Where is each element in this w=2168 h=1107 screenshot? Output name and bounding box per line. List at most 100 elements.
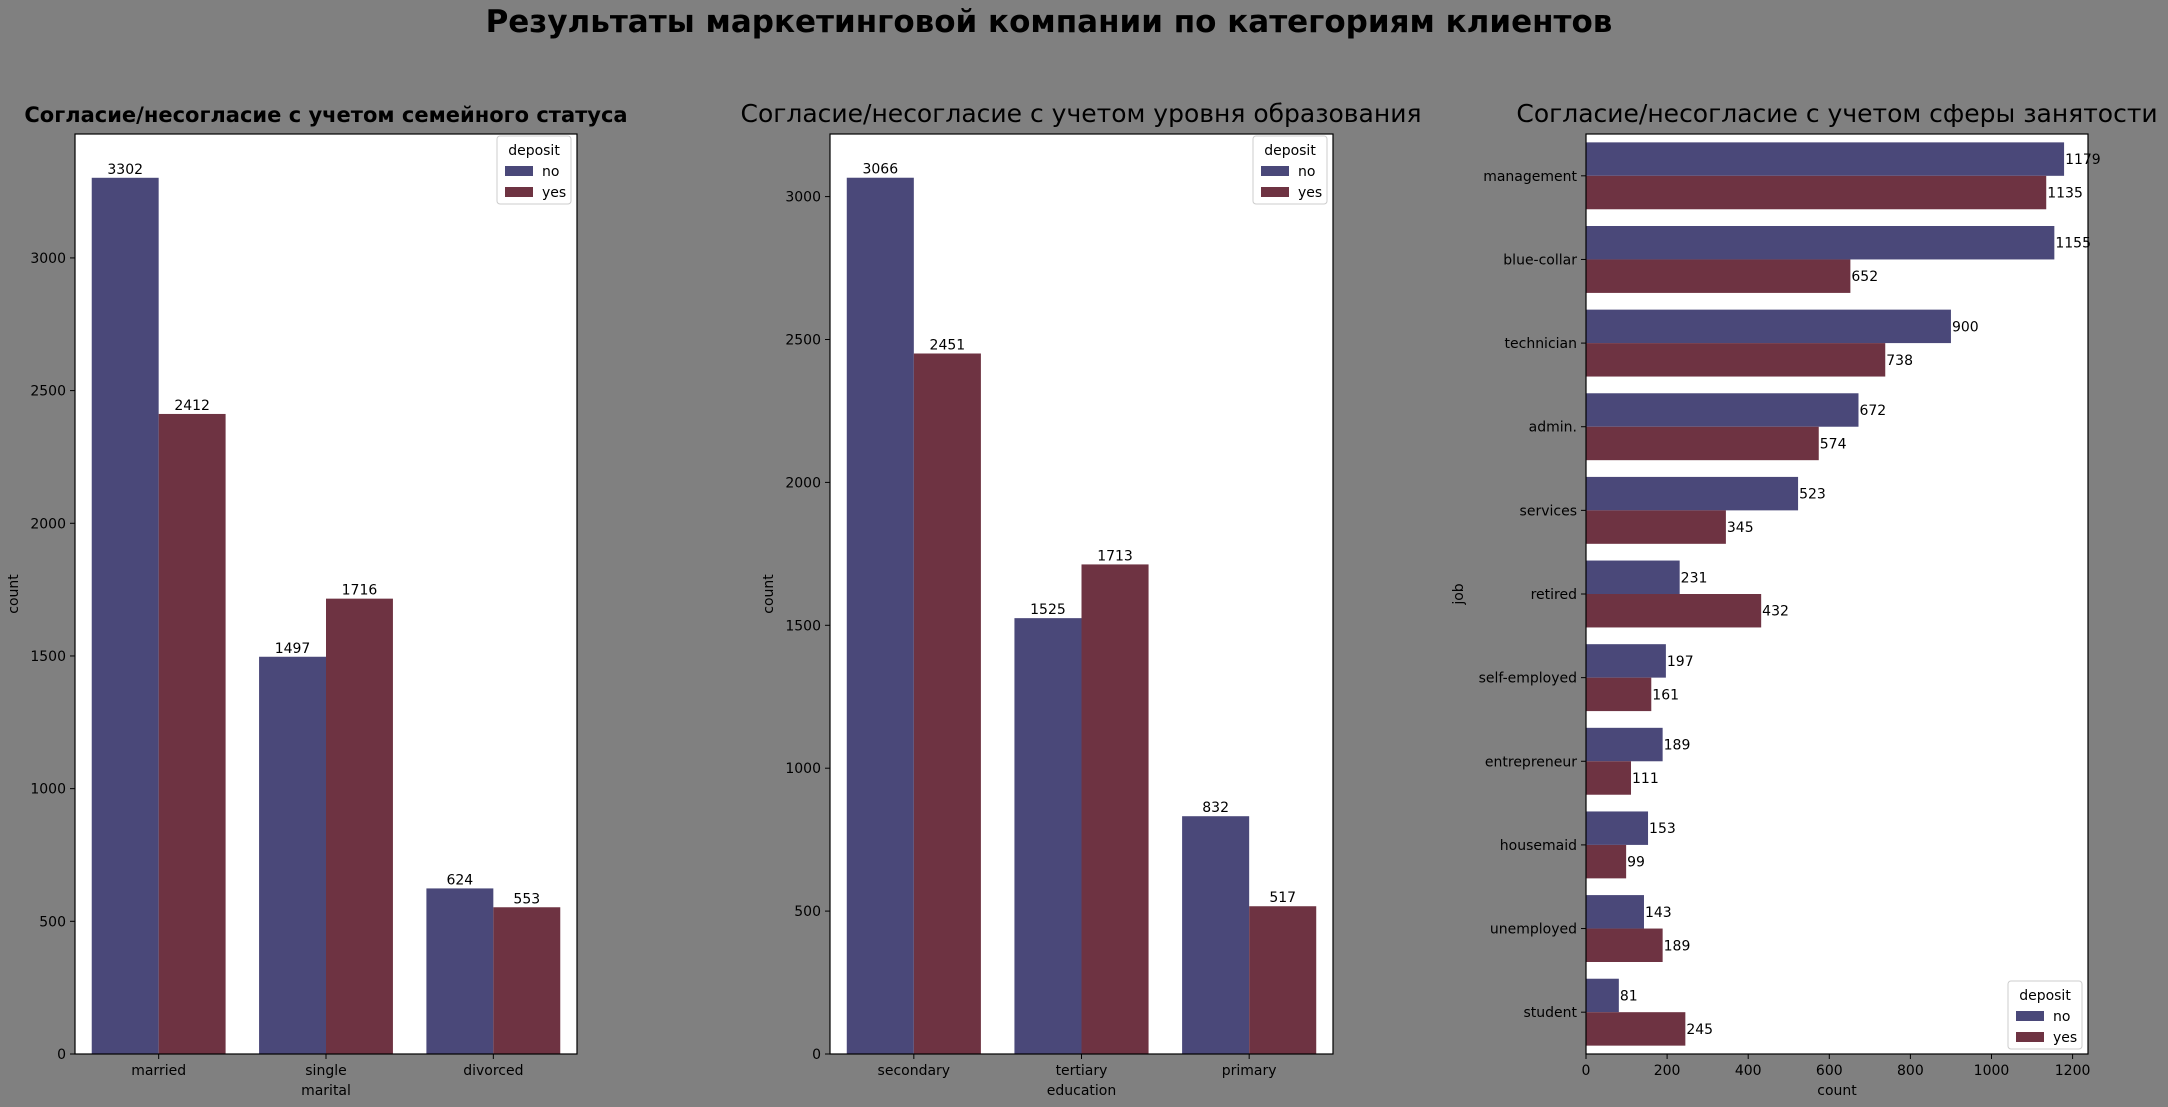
- chart-3: Согласие/несогласие с учетом сферы занят…: [1451, 99, 2158, 1099]
- bar-admin.-no: [1586, 393, 1859, 427]
- y-tick-label-technician: technician: [1505, 336, 1577, 352]
- y-tick-label-admin.: admin.: [1529, 420, 1577, 436]
- bar-tertiary-yes: [1081, 564, 1149, 1054]
- bar-entrepreneur-no: [1586, 727, 1663, 762]
- chart-title: Согласие/несогласие с учетом сферы занят…: [1516, 99, 2157, 128]
- bar-secondary-no: [846, 177, 914, 1055]
- data-label-admin.-yes: 574: [1820, 436, 1847, 452]
- y-tick-label-0: 0: [57, 1047, 66, 1063]
- data-label-management-yes: 1135: [2047, 186, 2083, 202]
- bar-unemployed-no: [1586, 895, 1644, 929]
- chart-1: Согласие/несогласие с учетом семейного с…: [6, 103, 628, 1099]
- figure-suptitle: Результаты маркетинговой компании по кат…: [486, 4, 1613, 40]
- bar-student-no: [1586, 978, 1619, 1013]
- bar-management-no: [1586, 142, 2065, 176]
- x-tick-label-1200: 1200: [2055, 1063, 2091, 1079]
- bar-single-yes: [326, 598, 393, 1054]
- bar-tertiary-no: [1014, 618, 1082, 1054]
- x-tick-label-secondary: secondary: [878, 1063, 951, 1079]
- x-tick-label-tertiary: tertiary: [1056, 1063, 1108, 1079]
- legend-label-no: no: [2053, 1009, 2070, 1025]
- bar-services-no: [1586, 476, 1799, 511]
- y-tick-label-self-employed: self-employed: [1479, 671, 1577, 687]
- data-label-single-yes: 1716: [342, 583, 378, 599]
- x-axis-label: count: [1817, 1083, 1857, 1099]
- data-label-student-no: 81: [1620, 988, 1638, 1004]
- bar-retired-yes: [1586, 594, 1762, 628]
- x-axis-label: marital: [301, 1083, 351, 1099]
- legend-swatch-yes: [505, 187, 533, 197]
- chart-2: Согласие/несогласие с учетом уровня обра…: [740, 99, 1421, 1099]
- data-label-retired-no: 231: [1681, 570, 1708, 586]
- bar-housemaid-no: [1586, 811, 1649, 845]
- axes-frame: [1585, 133, 2089, 1055]
- legend-title: deposit: [2019, 988, 2071, 1004]
- legend-label-yes: yes: [1298, 185, 1322, 201]
- y-tick-label-2000: 2000: [785, 475, 821, 491]
- bar-divorced-yes: [493, 907, 561, 1054]
- data-label-tertiary-no: 1525: [1030, 602, 1066, 618]
- data-label-secondary-no: 3066: [862, 162, 898, 178]
- data-label-student-yes: 245: [1686, 1022, 1713, 1038]
- bar-services-yes: [1586, 510, 1726, 544]
- y-axis-label: count: [6, 574, 22, 614]
- data-label-primary-no: 832: [1202, 800, 1229, 816]
- x-tick-label-married: married: [131, 1063, 186, 1079]
- bar-primary-yes: [1249, 906, 1317, 1054]
- y-tick-label-2000: 2000: [30, 516, 66, 532]
- data-label-married-no: 3302: [107, 162, 143, 178]
- bar-management-yes: [1586, 175, 2047, 210]
- bar-entrepreneur-yes: [1586, 761, 1632, 795]
- data-label-blue-collar-no: 1155: [2055, 236, 2091, 252]
- x-tick-label-600: 600: [1816, 1063, 1843, 1079]
- bar-blue-collar-no: [1586, 226, 2055, 260]
- bar-housemaid-yes: [1586, 844, 1627, 879]
- bar-technician-yes: [1586, 343, 1886, 377]
- data-label-services-no: 523: [1799, 487, 1826, 503]
- bar-married-yes: [158, 413, 226, 1054]
- y-tick-label-0: 0: [812, 1047, 821, 1063]
- bar-retired-no: [1586, 560, 1680, 594]
- data-label-management-no: 1179: [2065, 152, 2101, 168]
- axes-frame: [74, 133, 578, 1055]
- y-tick-label-retired: retired: [1531, 587, 1577, 603]
- x-tick-label-1000: 1000: [1974, 1063, 2010, 1079]
- x-tick-label-200: 200: [1654, 1063, 1681, 1079]
- data-label-technician-yes: 738: [1886, 353, 1913, 369]
- bar-self-employed-yes: [1586, 677, 1652, 712]
- x-tick-label-0: 0: [1582, 1063, 1591, 1079]
- bar-secondary-yes: [913, 353, 981, 1055]
- data-label-services-yes: 345: [1727, 520, 1754, 536]
- legend-label-yes: yes: [542, 185, 566, 201]
- y-tick-label-500: 500: [794, 904, 821, 920]
- data-label-divorced-no: 624: [446, 872, 473, 888]
- y-tick-label-unemployed: unemployed: [1490, 922, 1577, 938]
- y-tick-label-management: management: [1483, 169, 1577, 185]
- legend-label-yes: yes: [2053, 1030, 2077, 1046]
- data-label-housemaid-yes: 99: [1627, 855, 1645, 871]
- bar-student-yes: [1586, 1012, 1686, 1046]
- bar-self-employed-no: [1586, 644, 1666, 678]
- y-tick-label-student: student: [1523, 1005, 1577, 1021]
- data-label-self-employed-yes: 161: [1652, 687, 1679, 703]
- y-tick-label-1500: 1500: [785, 618, 821, 634]
- bar-admin.-yes: [1586, 426, 1819, 461]
- data-label-secondary-yes: 2451: [930, 337, 966, 353]
- legend-swatch-yes: [2016, 1032, 2044, 1042]
- y-axis-label: count: [761, 574, 777, 614]
- y-tick-label-services: services: [1520, 503, 1577, 519]
- bar-blue-collar-yes: [1586, 259, 1851, 293]
- x-axis-label: education: [1047, 1083, 1116, 1099]
- bar-single-no: [259, 656, 326, 1054]
- bar-married-no: [91, 177, 159, 1055]
- x-tick-label-800: 800: [1897, 1063, 1924, 1079]
- data-label-single-no: 1497: [275, 641, 311, 657]
- legend-title: deposit: [1264, 143, 1316, 159]
- data-label-primary-yes: 517: [1269, 890, 1296, 906]
- x-tick-label-primary: primary: [1222, 1063, 1277, 1079]
- bar-technician-no: [1586, 309, 1951, 344]
- x-tick-label-400: 400: [1735, 1063, 1762, 1079]
- bar-divorced-no: [426, 888, 494, 1054]
- legend-title: deposit: [508, 143, 560, 159]
